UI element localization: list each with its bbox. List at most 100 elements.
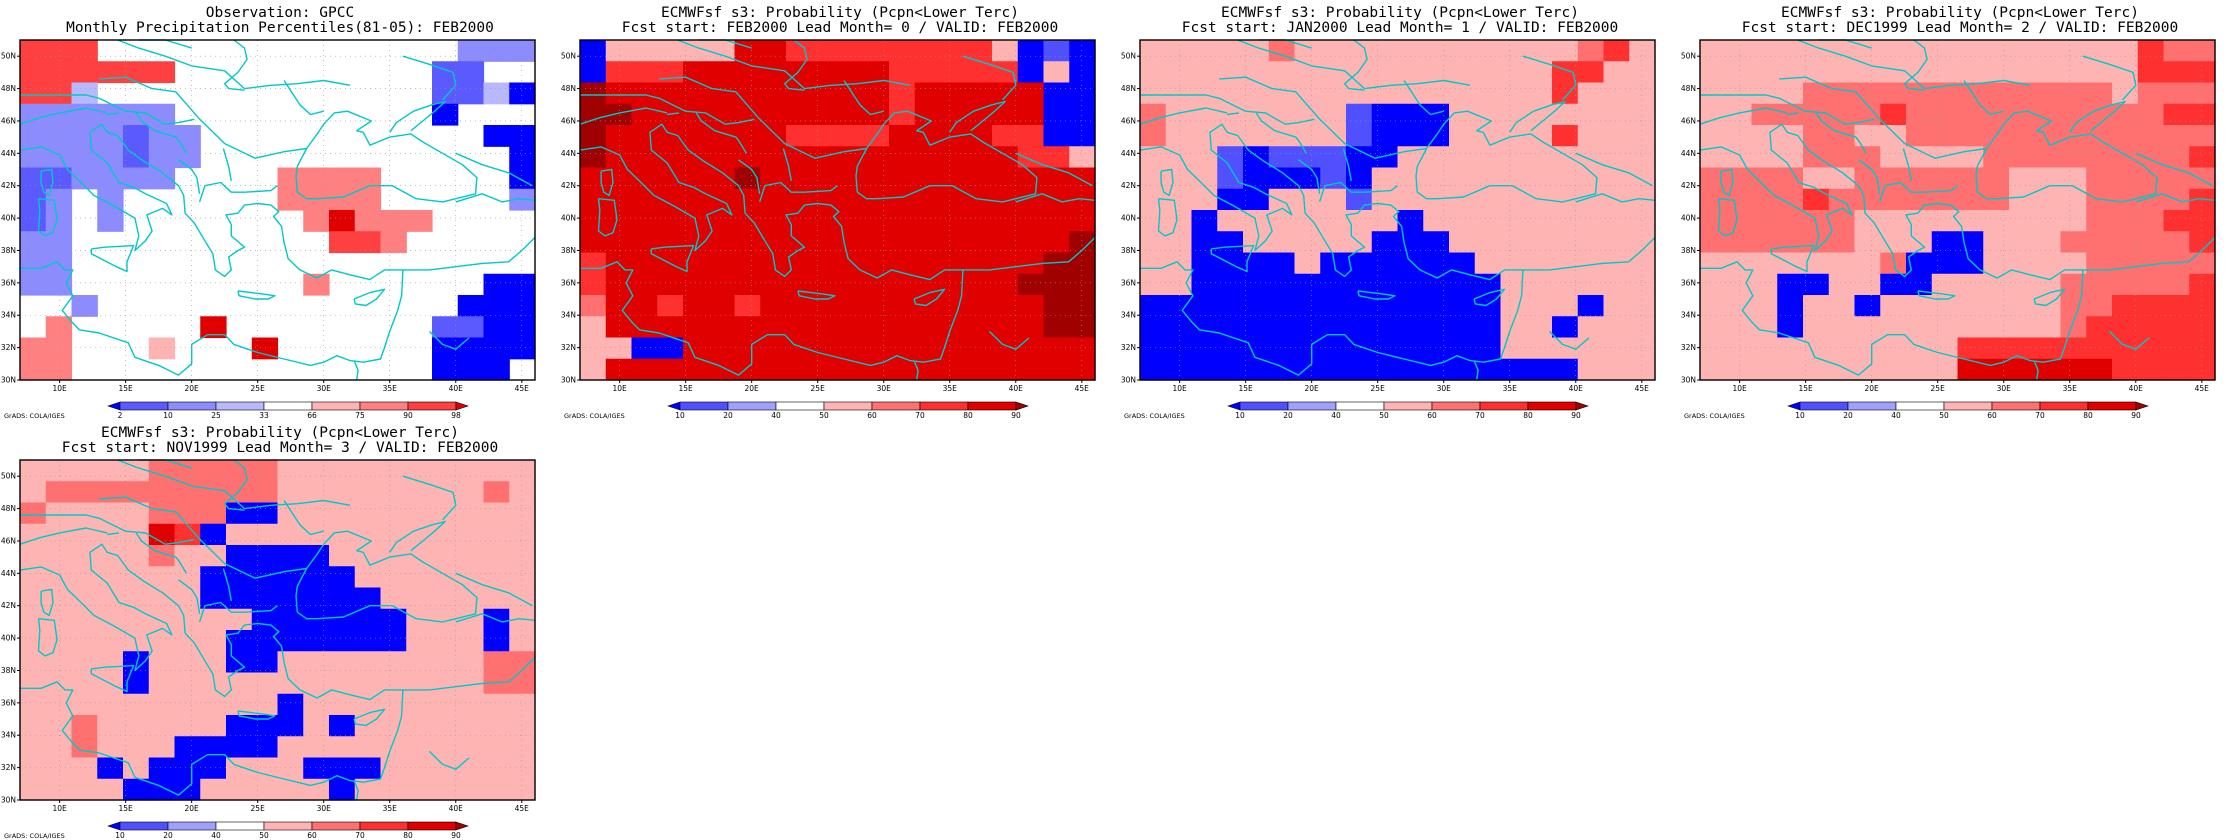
grid-cell [1906,146,1933,169]
grid-cell [1217,82,1244,105]
grid-cell [1629,125,1656,147]
grid-cell [406,672,433,695]
grid-cell [1191,210,1218,232]
grid-cell [1931,146,1959,169]
coastline-path [237,290,276,300]
grid-cell [786,252,813,275]
grid-cell [1397,125,1424,147]
coastline-path [1575,193,1656,203]
grid-cell [71,608,98,631]
grid-cell [1320,295,1347,317]
grid-cell [2137,316,2165,339]
grid-cell [354,188,382,211]
grid-cell [760,82,787,105]
grid-cell [1983,273,2010,296]
colorbar-label: 10 [1235,411,1245,420]
grid-cell [760,231,787,254]
colorbar-label: 80 [1523,411,1533,420]
coastline-path [1902,148,1912,182]
grid-cell [1500,82,1527,105]
colorbar-segment [215,821,265,831]
grid-cell [863,82,890,105]
grid-cell [1777,125,1804,147]
grid-cell [483,316,510,339]
grid-cell [734,295,761,317]
grid-cell [992,358,1019,381]
grid-cell [1423,82,1450,105]
grid-cell [303,651,330,674]
grid-cell [1725,61,1753,84]
grid-cell [734,358,761,381]
lat-tick-label: 32N [1681,343,1696,352]
grid-cell [1828,231,1856,254]
grid-cell [483,693,510,716]
grid-cell [277,460,304,482]
grid-cell [837,82,864,105]
grid-cell [1017,125,1045,147]
grid-cell [1603,358,1630,381]
colorbar: 10 20 40 50 60 70 80 90 [1787,401,2149,420]
colorbar-label: 50 [259,831,269,840]
grid-cell [708,358,736,381]
grid-cell [20,167,47,190]
colorbar-label: 10 [675,411,685,420]
grid-cell [1777,61,1804,84]
coastline-path [295,530,478,623]
grid-cell [1629,210,1656,232]
grid-cell [1474,231,1502,254]
grid-cell [657,188,684,211]
grid-cell [1165,295,1193,317]
coastline-path [1720,168,1734,197]
coastline-path [1575,152,1653,187]
grid-cell [1268,337,1296,360]
grid-cell [71,502,98,525]
grid-cell [1294,40,1321,62]
grid-cell [1449,40,1476,62]
grid-cell [940,273,967,296]
grid-cell [786,316,813,339]
grid-cell [354,231,382,254]
grid-cell [657,167,684,190]
grid-cell [1603,231,1630,254]
grid-cell [148,502,176,525]
grid-cell [1140,61,1167,84]
grid-cell [2112,295,2139,317]
coastline-path [843,80,884,116]
lat-tick-label: 46N [1681,116,1696,125]
grid-cell [1397,273,1424,296]
grid-cell [683,82,710,105]
colorbar-label: 20 [163,831,173,840]
grid-cell [1777,337,1804,360]
grid-cell [380,608,407,631]
grid-cell [148,587,176,610]
grid-cell [1577,103,1605,126]
grid-cell [1577,82,1605,105]
grid-cell [380,715,407,737]
panel-subtitle: Fcst start: FEB2000 Lead Month= 0 / VALI… [622,20,1059,36]
grid-cell [786,82,813,105]
grid-cell [432,103,459,126]
grid-cell [1526,103,1553,126]
colorbar-label: 80 [2083,411,2093,420]
grid-cell [863,167,890,190]
grid-cell [657,295,684,317]
grid-cell [1725,210,1753,232]
grid-cell [914,188,942,211]
grid-cell [966,316,993,339]
grid-cell [2060,231,2087,254]
grid-cell [174,146,201,169]
grid-cell [483,630,510,652]
grid-cell [992,252,1019,275]
grid-cell [1371,103,1399,126]
grid-cell [1017,210,1045,232]
grid-cell [1191,167,1218,190]
grid-cell [123,61,150,84]
grid-cell [123,523,150,546]
grid-cell [406,757,433,780]
grid-cell [837,231,864,254]
grid-cell [1017,273,1045,296]
grid-cell [1725,188,1753,211]
colorbar-segment [2039,401,2089,411]
